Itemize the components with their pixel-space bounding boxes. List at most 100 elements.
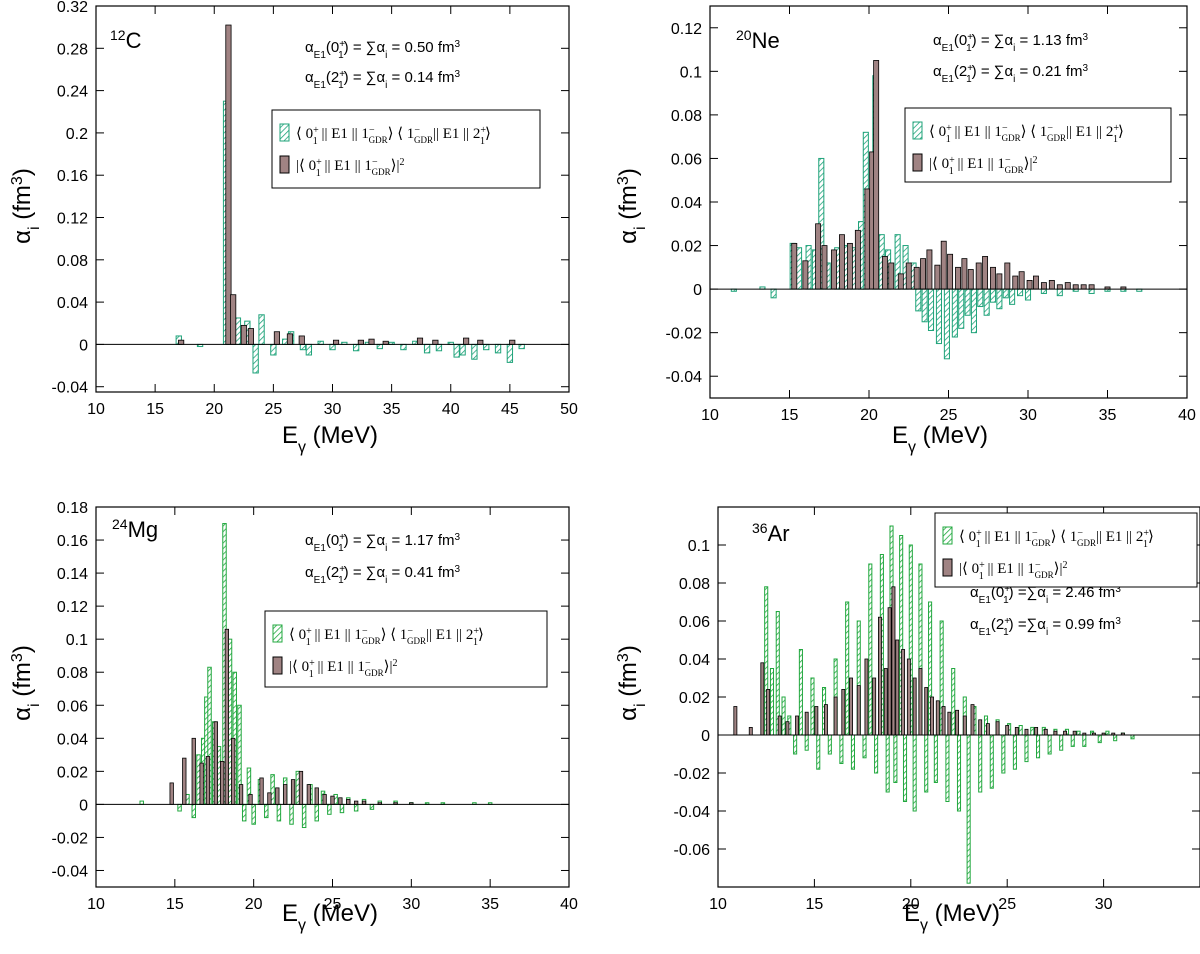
hatched-bar xyxy=(494,343,502,354)
solid-bar xyxy=(839,234,845,290)
hatched-bar xyxy=(314,803,319,822)
legend-hatched-swatch xyxy=(279,123,290,142)
x-tick-label: 15 xyxy=(781,407,799,424)
solid-bar xyxy=(1043,728,1048,736)
legend-entry-label: ⟨ 0+ 1 || E1 || 1− GDR⟩ ⟨ 1− GDR|| E1 || 2+… xyxy=(959,528,1154,550)
chart-36ar: 10 15 20 25 30 -0.06 -0.04 -0.02 0 0.02 0.04 0.06 0.… xyxy=(615,506,1200,934)
y-tick-label: -0.04 xyxy=(666,369,703,386)
y-tick-label: 0.2 xyxy=(66,126,88,143)
plot-frame xyxy=(95,5,570,393)
solid-bar xyxy=(872,677,877,736)
solid-bar xyxy=(967,269,974,290)
solid-bar xyxy=(833,696,838,736)
y-tick-label: 0.04 xyxy=(671,195,702,212)
solid-bar xyxy=(1063,730,1067,736)
solid-bar xyxy=(463,337,470,345)
solid-bar xyxy=(509,339,516,345)
y-tick-label: 0.04 xyxy=(679,652,710,669)
y-tick-label: 0.02 xyxy=(679,690,710,707)
hatched-bar xyxy=(1024,288,1032,301)
solid-bar xyxy=(906,658,911,736)
solid-bar xyxy=(802,260,809,290)
legend-entry-label: |⟨ 0+ 1 || E1 || 1− GDR⟩|2 xyxy=(959,560,1067,582)
hatched-bar xyxy=(353,803,359,812)
solid-bar xyxy=(864,658,869,736)
solid-bar xyxy=(477,339,484,345)
hatched-bar xyxy=(369,803,375,810)
legend-hatched-swatch xyxy=(912,121,923,140)
hatched-bar xyxy=(1076,730,1081,736)
solid-bar xyxy=(733,706,738,736)
y-tick-label: 0.06 xyxy=(671,151,702,168)
solid-bar xyxy=(941,706,946,736)
y-axis-label: αi (fm3) xyxy=(9,168,43,244)
hatched-bar xyxy=(1113,734,1118,742)
hatched-bar xyxy=(1105,730,1110,736)
x-tick-label: 25 xyxy=(324,896,342,913)
solid-bar xyxy=(191,737,196,805)
solid-bar xyxy=(878,616,882,736)
hatched-bar xyxy=(1097,734,1102,744)
solid-bar xyxy=(332,339,340,345)
hatched-bar xyxy=(518,343,525,350)
x-tick-label: 35 xyxy=(1099,407,1117,424)
hatched-bar xyxy=(276,803,282,822)
hatched-bar xyxy=(264,803,269,819)
x-tick-label: 30 xyxy=(402,896,420,913)
solid-bar xyxy=(934,264,941,290)
nucleus-label: 20Ne xyxy=(736,27,780,53)
hatched-bar xyxy=(862,734,867,759)
legend-entry-label: |⟨ 0+ 1 || E1 || 1− GDR⟩|2 xyxy=(296,157,404,179)
hatched-bar xyxy=(1001,734,1006,774)
solid-bar xyxy=(864,188,871,290)
hatched-bar xyxy=(885,734,890,793)
solid-bar xyxy=(748,726,753,736)
hatched-bar xyxy=(874,734,879,774)
y-tick-label: 0.08 xyxy=(679,576,710,593)
hatched-bar xyxy=(339,803,345,814)
y-tick-label: 0.1 xyxy=(680,64,702,81)
y-tick-label: 0.16 xyxy=(57,168,88,185)
y-tick-label: 0.24 xyxy=(57,84,88,101)
hatched-bar xyxy=(893,734,898,783)
solid-bar xyxy=(990,266,996,290)
legend-box xyxy=(271,109,541,189)
hatched-bar xyxy=(258,314,265,345)
hatched-bar xyxy=(1088,288,1095,294)
hatched-bar xyxy=(996,288,1003,310)
legend-entry-label: |⟨ 0+ 1 || E1 || 1− GDR⟩|2 xyxy=(929,155,1037,177)
legend-entry-label: |⟨ 0+ 1 || E1 || 1− GDR⟩|2 xyxy=(289,658,397,680)
solid-bar xyxy=(238,784,244,805)
hatched-bar xyxy=(329,343,336,351)
x-tick-label: 15 xyxy=(166,896,184,913)
hatched-bar xyxy=(299,343,307,351)
hatched-bar xyxy=(933,734,938,783)
x-tick-label: 20 xyxy=(860,407,878,424)
solid-bar xyxy=(283,784,288,805)
solid-bar xyxy=(846,242,853,290)
hatched-bar xyxy=(769,668,775,736)
hatched-bar xyxy=(810,677,815,736)
solid-bar xyxy=(831,249,837,290)
legend-solid-swatch xyxy=(279,155,290,174)
solid-bar xyxy=(891,586,896,736)
hatched-bar xyxy=(804,734,809,751)
y-tick-label: 0.12 xyxy=(57,599,88,616)
y-tick-label: -0.02 xyxy=(52,830,89,847)
solid-bar xyxy=(824,704,828,736)
y-tick-label: -0.04 xyxy=(674,804,711,821)
polarizability-annotation: αE1(2+ 1) = ∑αi = 0.41 fm3 xyxy=(305,564,460,586)
solid-bar xyxy=(248,794,253,805)
solid-bar xyxy=(955,266,961,290)
solid-bar xyxy=(273,331,280,345)
polarizability-annotation: αE1(0+ 1) =∑αi = 2.46 fm3 xyxy=(970,584,1121,606)
x-tick-label: 30 xyxy=(1095,896,1113,913)
solid-bar xyxy=(1053,730,1058,736)
hatched-bar xyxy=(945,734,950,802)
nucleus-label: 24Mg xyxy=(112,516,158,542)
hatched-bar xyxy=(1056,288,1063,297)
hatched-bar xyxy=(191,803,196,819)
hatched-bar xyxy=(1040,288,1047,294)
chart-20ne: 10 15 20 25 30 35 40 -0.04 -0.02 0 0.02 0.04 0.06 0.0… xyxy=(615,5,1196,456)
y-tick-label: 0.12 xyxy=(57,211,88,228)
